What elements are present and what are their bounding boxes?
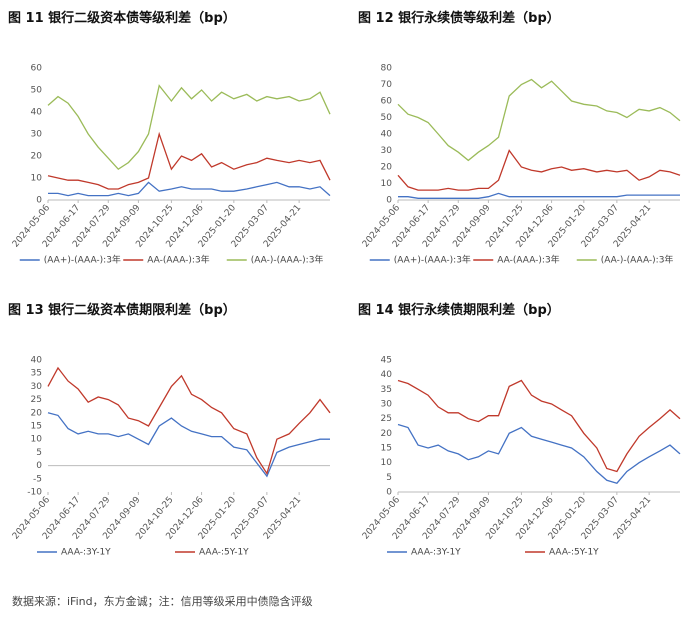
- y-tick-label: 35: [31, 369, 42, 379]
- y-tick-label: 30: [381, 146, 393, 156]
- series-line: [47, 412, 330, 478]
- y-tick-label: 50: [381, 113, 393, 123]
- legend-label: AAA-:5Y-1Y: [199, 548, 249, 558]
- y-tick-label: 20: [31, 408, 43, 418]
- series-line: [397, 78, 681, 162]
- y-tick-label: 5: [36, 448, 42, 458]
- series-line: [397, 423, 681, 484]
- y-tick-label: 80: [381, 64, 393, 74]
- legend-label: (AA+)-(AAA-):3年: [44, 254, 121, 266]
- y-tick-label: 25: [31, 395, 42, 405]
- legend-label: AAA-:5Y-1Y: [549, 548, 599, 558]
- chart-title: 图 13 银行二级资本债期限利差（bp）: [8, 302, 236, 318]
- y-tick-label: 30: [31, 130, 43, 140]
- y-tick-label: 35: [381, 385, 392, 395]
- series-line: [398, 192, 680, 199]
- y-tick-label: 20: [381, 163, 393, 173]
- series-line: [47, 366, 331, 476]
- y-tick-label: 40: [31, 356, 43, 366]
- legend-label: (AA-)-(AAA-):3年: [601, 254, 674, 266]
- y-tick-label: 0: [36, 196, 42, 206]
- y-tick-label: 20: [31, 152, 43, 162]
- y-tick-label: 10: [31, 174, 43, 184]
- y-tick-label: -5: [33, 474, 42, 484]
- y-tick-label: 0: [386, 196, 392, 206]
- y-tick-label: 40: [381, 370, 393, 380]
- y-tick-label: -10: [27, 488, 42, 498]
- y-tick-label: 15: [31, 422, 42, 432]
- y-tick-label: 40: [31, 108, 43, 118]
- y-tick-label: 60: [381, 97, 393, 107]
- y-tick-label: 10: [31, 435, 43, 445]
- y-tick-label: 10: [381, 458, 393, 468]
- series-line: [47, 84, 331, 171]
- y-tick-label: 70: [381, 80, 393, 90]
- y-tick-label: 40: [381, 130, 393, 140]
- chart-title: 图 14 银行永续债期限利差（bp）: [358, 302, 560, 318]
- y-tick-label: 30: [381, 400, 393, 410]
- y-tick-label: 0: [36, 461, 42, 471]
- y-tick-label: 10: [381, 179, 393, 189]
- source-note: 数据来源：iFind，东方金诚；注：信用等级采用中债隐含评级: [12, 594, 313, 608]
- legend-label: AA-(AAA-):3年: [147, 254, 209, 266]
- y-tick-label: 5: [386, 473, 392, 483]
- legend-label: AA-(AAA-):3年: [497, 254, 559, 266]
- y-tick-label: 45: [381, 356, 392, 366]
- legend-label: (AA-)-(AAA-):3年: [251, 254, 324, 266]
- chart-title: 图 11 银行二级资本债等级利差（bp）: [8, 10, 236, 26]
- series-line: [48, 181, 331, 197]
- y-tick-label: 20: [381, 429, 393, 439]
- series-line: [47, 131, 331, 190]
- y-tick-label: 15: [381, 444, 392, 454]
- legend-label: AAA-:3Y-1Y: [411, 548, 461, 558]
- y-tick-label: 50: [31, 86, 43, 96]
- y-tick-label: 25: [381, 414, 392, 424]
- y-tick-label: 30: [31, 382, 43, 392]
- chart-title: 图 12 银行永续债等级利差（bp）: [358, 10, 560, 26]
- y-tick-label: 0: [386, 488, 392, 498]
- legend-label: AAA-:3Y-1Y: [61, 548, 111, 558]
- legend-label: (AA+)-(AAA-):3年: [394, 254, 471, 266]
- series-line: [397, 149, 681, 191]
- y-tick-label: 60: [31, 64, 43, 74]
- series-line: [397, 379, 681, 473]
